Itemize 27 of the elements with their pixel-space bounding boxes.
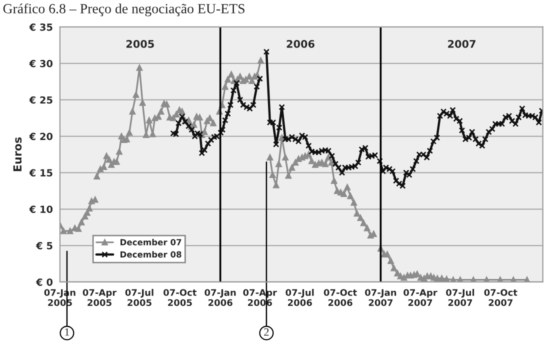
annotation: 2007 xyxy=(448,40,476,48)
annotation: 2005 xyxy=(126,40,154,48)
y-tick-label: € 25 xyxy=(29,96,52,104)
chart-title: Gráfico 6.8 – Preço de negociação EU-ETS xyxy=(3,3,244,16)
x-tick-label: 07-Apr 2007 xyxy=(404,289,438,306)
x-tick-label: 07-Jul 2005 xyxy=(125,288,154,306)
y-tick-label: € 35 xyxy=(29,23,52,31)
y-tick-label: € 30 xyxy=(29,60,53,68)
x-tick-label: 07-Apr 2005 xyxy=(82,289,117,306)
y-tick-label: € 5 xyxy=(36,242,52,250)
y-tick-label: € 10 xyxy=(29,206,53,213)
x-tick-label: 07-Jul 2007 xyxy=(446,288,474,306)
x-tick-label: 07-Jul 2006 xyxy=(286,288,314,306)
x-tick-label: 07-Jan 2007 xyxy=(365,289,396,306)
y-tick-label: € 15 xyxy=(29,169,52,177)
y-axis-title: Euros xyxy=(13,137,22,172)
y-tick-label: € 20 xyxy=(29,132,53,140)
ref-line-label: 2 xyxy=(264,328,269,336)
legend-label: December 08 xyxy=(120,251,182,258)
y-tick-label: € 0 xyxy=(36,278,53,286)
x-tick-label: 07-Oct 2005 xyxy=(164,289,197,306)
x-tick-label: 07-Jan 2006 xyxy=(204,289,236,306)
x-tick-label: 07-Oct 2007 xyxy=(484,289,518,306)
legend-label: December 07 xyxy=(120,238,182,246)
x-tick-label: 07-Oct 2006 xyxy=(324,289,357,306)
annotation: 2006 xyxy=(286,40,314,48)
ref-line-label: 1 xyxy=(65,328,70,336)
